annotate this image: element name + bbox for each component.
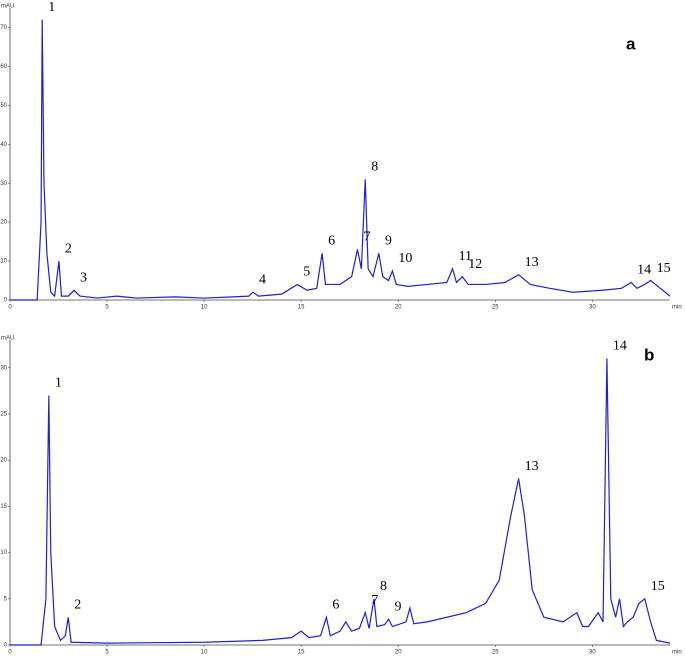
- y-tick-label: 10: [0, 550, 7, 556]
- peak-label: 9: [385, 233, 392, 248]
- x-tick-label: 5: [105, 305, 109, 311]
- trace: [10, 358, 671, 646]
- y-tick-label: 40: [0, 142, 7, 148]
- x-tick-label: 0: [8, 650, 12, 656]
- y-tick-label: 30: [0, 181, 7, 187]
- x-tick-label: 0: [8, 305, 12, 311]
- x-tick-label: 25: [492, 650, 499, 656]
- y-tick-label: 5: [4, 596, 8, 602]
- peak-label: 12: [468, 257, 482, 272]
- peak-label: 14: [613, 339, 627, 354]
- x-tick-label: 20: [395, 650, 402, 656]
- y-tick-label: 15: [0, 504, 7, 510]
- y-axis-label: mAU: [1, 336, 14, 342]
- peak-label: 14: [637, 263, 651, 278]
- peak-label: 8: [380, 579, 387, 594]
- y-tick-label: 50: [0, 103, 7, 109]
- x-axis-label: min: [672, 650, 682, 656]
- x-tick-label: 10: [201, 305, 208, 311]
- y-tick-label: 25: [0, 412, 7, 418]
- x-tick-label: 10: [201, 650, 208, 656]
- peak-label: 5: [303, 265, 310, 280]
- y-tick-label: 0: [4, 298, 8, 304]
- x-tick-label: 30: [589, 305, 596, 311]
- peak-label: 7: [371, 593, 378, 608]
- peak-label: 13: [525, 459, 539, 474]
- peak-label: 8: [371, 160, 378, 175]
- y-tick-label: 20: [0, 220, 7, 226]
- x-tick-label: 30: [589, 650, 596, 656]
- y-tick-label: 10: [0, 259, 7, 265]
- y-tick-label: 60: [0, 64, 7, 70]
- x-tick-label: 15: [298, 305, 305, 311]
- peak-label: 2: [65, 241, 72, 256]
- x-tick-label: 15: [298, 650, 305, 656]
- x-axis-label: min: [672, 305, 682, 311]
- peak-label: 13: [525, 255, 539, 270]
- peak-label: 15: [657, 261, 671, 276]
- peak-label: 2: [74, 597, 81, 612]
- trace: [10, 19, 671, 301]
- peak-label: 3: [80, 270, 87, 285]
- peak-label: 7: [363, 230, 370, 245]
- peak-label: 11: [459, 249, 472, 264]
- peak-label: 10: [398, 251, 412, 266]
- peak-label: 6: [332, 597, 339, 612]
- x-tick-label: 20: [395, 305, 402, 311]
- x-tick-label: 25: [492, 305, 499, 311]
- peak-label: 1: [48, 0, 55, 15]
- peak-label: 6: [328, 233, 335, 248]
- y-tick-label: 70: [0, 25, 7, 31]
- panel-label: a: [626, 34, 636, 53]
- peak-label: 15: [651, 579, 665, 594]
- y-tick-label: 30: [0, 365, 7, 371]
- panel-label: b: [644, 345, 654, 364]
- y-tick-label: 20: [0, 458, 7, 464]
- peak-label: 4: [259, 272, 266, 287]
- y-tick-label: 0: [4, 643, 8, 649]
- x-tick-label: 5: [105, 650, 109, 656]
- peak-label: 1: [55, 376, 62, 391]
- y-axis-label: mAU: [1, 4, 14, 10]
- peak-label: 9: [395, 599, 402, 614]
